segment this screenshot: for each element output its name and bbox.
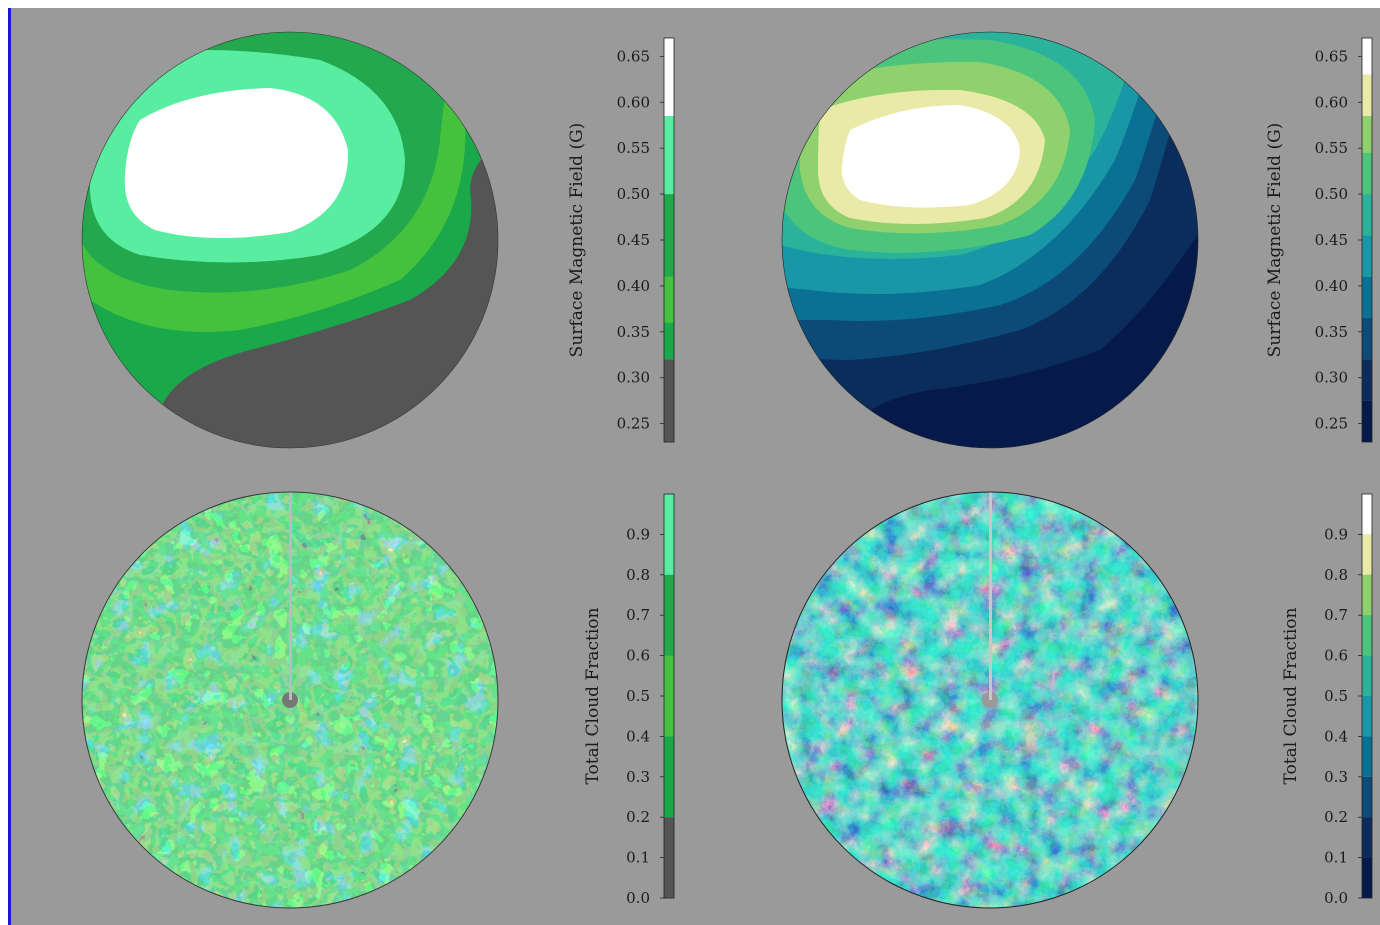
colorbar-tick-label: 0.4	[1324, 727, 1348, 745]
colorbar-segment	[664, 817, 674, 898]
colorbar-tick-label: 0.8	[1324, 566, 1348, 584]
colorbar-tick-label: 0.4	[626, 727, 650, 745]
colorbar-tick-label: 0.5	[626, 687, 650, 705]
colorbar-label: Total Cloud Fraction	[1281, 607, 1301, 784]
colorbar-segment	[664, 494, 674, 575]
colorbar-segment	[1362, 235, 1372, 277]
colorbar-tick-label: 0.0	[1324, 889, 1348, 907]
colorbar-magnetic-field-10: 0.25 0.30 0.35 0.40 0.45 0.50 0.55 0.60 0.65 Surf…	[1265, 37, 1373, 443]
colorbar-tick-label: 0.25	[1315, 415, 1348, 433]
colorbar-tick-label: 0.7	[626, 606, 650, 624]
colorbar-tick-label: 0.65	[1315, 47, 1348, 65]
colorbar-tick-label: 0.40	[617, 277, 650, 295]
colorbar-magnetic-field-5: 0.25 0.30 0.35 0.40 0.45 0.50 0.55 0.60 0.65 Surf…	[567, 37, 675, 443]
colorbar-segment	[1362, 655, 1372, 696]
colorbar-label: Surface Magnetic Field (G)	[567, 123, 587, 358]
colorbar-segment	[1362, 74, 1372, 117]
colorbar-segment	[664, 38, 674, 117]
colorbar-tick-label: 0.1	[1324, 849, 1348, 867]
colorbar-segment	[1362, 615, 1372, 656]
colorbar-segment	[1362, 152, 1372, 195]
colorbar-tick-label: 0.45	[617, 231, 650, 249]
colorbar-segment	[664, 736, 674, 818]
colorbar-tick-label: 0.65	[617, 47, 650, 65]
colorbar-tick-label: 0.8	[626, 566, 650, 584]
colorbar-segment	[664, 194, 674, 277]
colorbar-tick-label: 0.60	[617, 93, 650, 111]
colorbar-segment	[1362, 276, 1372, 319]
colorbar-tick-label: 0.0	[626, 889, 650, 907]
colorbar-tick-label: 0.2	[1324, 808, 1348, 826]
magnetic-sphere-bluegreen	[781, 31, 1199, 449]
colorbar-tick-label: 0.6	[1324, 647, 1348, 665]
colorbar-tick-label: 0.3	[1324, 768, 1348, 786]
colorbar-cloud-fraction-10: 0.0 0.1 0.2 0.3 0.4 0.5 0.6 0.7 0.8 0.9 Total Clou…	[1281, 493, 1373, 907]
magnetic-sphere-green	[81, 31, 499, 449]
colorbar-segment	[1362, 817, 1372, 858]
colorbar-tick-label: 0.45	[1315, 231, 1348, 249]
colorbar-tick-label: 0.35	[1315, 323, 1348, 341]
colorbar-segment	[1362, 494, 1372, 535]
colorbar-tick-label: 0.55	[1315, 139, 1348, 157]
colorbar-segment	[1362, 318, 1372, 360]
colorbar-label: Surface Magnetic Field (G)	[1265, 123, 1285, 358]
colorbar-tick-label: 0.1	[626, 849, 650, 867]
colorbar-tick-label: 0.60	[1315, 93, 1348, 111]
colorbar-segment	[664, 276, 674, 323]
colorbar-segment	[1362, 359, 1372, 401]
colorbar-segment	[664, 655, 674, 737]
colorbar-cloud-fraction-5: 0.0 0.1 0.2 0.3 0.4 0.5 0.6 0.7 0.8 0.9 Total Clou…	[583, 493, 675, 907]
colorbar-tick-label: 0.35	[617, 323, 650, 341]
colorbar-segment	[1362, 534, 1372, 575]
colorbar-tick-label: 0.7	[1324, 606, 1348, 624]
colorbar-segment	[664, 116, 674, 195]
colorbar-tick-label: 0.3	[626, 768, 650, 786]
colorbar-tick-label: 0.9	[626, 525, 650, 543]
colorbar-segment	[1362, 194, 1372, 236]
colorbar-tick-label: 0.50	[1315, 185, 1348, 203]
colorbar-segment	[1362, 400, 1372, 442]
colorbar-segment	[1362, 736, 1372, 777]
colorbar-tick-label: 0.5	[1324, 687, 1348, 705]
colorbar-segment	[1362, 696, 1372, 737]
colorbar-tick-label: 0.55	[617, 139, 650, 157]
colorbar-segment	[1362, 38, 1372, 75]
colorbar-segment	[1362, 857, 1372, 898]
colorbar-segment	[664, 322, 674, 360]
colorbar-label: Total Cloud Fraction	[583, 607, 603, 784]
cloud-sphere-bluegreen	[781, 491, 1199, 909]
colorbar-tick-label: 0.30	[1315, 369, 1348, 387]
colorbar-tick-label: 0.50	[617, 185, 650, 203]
colorbar-segment	[1362, 776, 1372, 818]
colorbar-segment	[664, 359, 674, 442]
colorbar-tick-label: 0.25	[617, 415, 650, 433]
left-edge-bar	[8, 8, 11, 925]
colorbar-segment	[664, 574, 674, 656]
cloud-sphere-green	[81, 491, 499, 909]
colorbar-tick-label: 0.9	[1324, 525, 1348, 543]
colorbar-segment	[1362, 116, 1372, 153]
colorbar-tick-label: 0.30	[617, 369, 650, 387]
colorbar-tick-label: 0.2	[626, 808, 650, 826]
colorbar-tick-label: 0.40	[1315, 277, 1348, 295]
colorbar-tick-label: 0.6	[626, 647, 650, 665]
colorbar-segment	[1362, 574, 1372, 616]
